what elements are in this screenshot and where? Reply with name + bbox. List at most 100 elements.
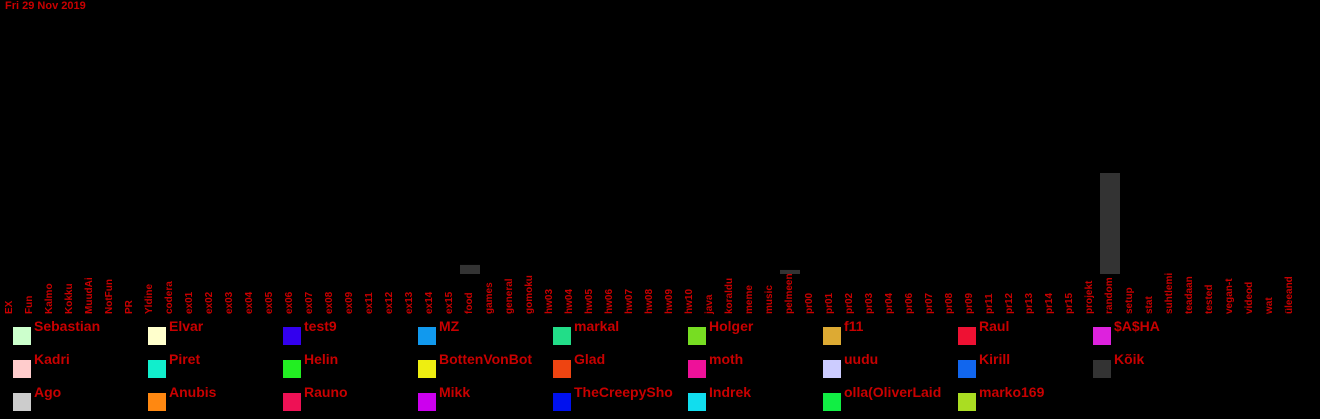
legend-swatch (283, 327, 301, 345)
x-tick-label: suhtlemi (1164, 273, 1175, 314)
legend-swatch (148, 393, 166, 411)
x-tick-label: pr12 (1004, 292, 1015, 314)
legend-swatch (823, 393, 841, 411)
legend-item: moth (675, 351, 810, 381)
x-tick-label: wat (1264, 297, 1275, 315)
legend-item: Helin (270, 351, 405, 381)
x-tick-label: games (484, 282, 495, 314)
legend-item: Glad (540, 351, 675, 381)
x-tick-label: ex02 (204, 291, 215, 314)
bar (1100, 173, 1120, 274)
x-tick-label: Fun (24, 296, 35, 314)
x-tick-label: Yldine (144, 284, 155, 314)
x-tick-label: ex12 (384, 291, 395, 314)
legend-swatch (148, 327, 166, 345)
x-tick-label: hw05 (584, 289, 595, 314)
x-tick-label: koraldu (724, 278, 735, 314)
x-tick-label: setup (1124, 287, 1135, 314)
legend-swatch (958, 327, 976, 345)
legend-item: Kadri (0, 351, 135, 381)
legend-swatch (418, 327, 436, 345)
legend-item: marko169 (945, 384, 1080, 414)
legend-swatch (553, 360, 571, 378)
legend-label: $A$HA (1114, 318, 1160, 334)
x-tick-label: ex06 (284, 291, 295, 314)
legend-item: Kõik (1080, 351, 1215, 381)
legend-swatch (1093, 327, 1111, 345)
x-tick-label: PR (124, 299, 135, 314)
x-tick-label: pr01 (824, 292, 835, 314)
legend-swatch (553, 327, 571, 345)
legend-item: Piret (135, 351, 270, 381)
legend-item: Ago (0, 384, 135, 414)
legend-label: Anubis (169, 384, 217, 400)
x-tick-label: hw10 (684, 289, 695, 314)
legend-label: Raul (979, 318, 1010, 334)
x-tick-label: teadaan (1184, 276, 1195, 314)
x-tick-label: hw06 (604, 289, 615, 314)
legend-item: Kirill (945, 351, 1080, 381)
x-tick-label: ex09 (344, 291, 355, 314)
x-tick-label: pr07 (924, 292, 935, 314)
legend-label: Rauno (304, 384, 348, 400)
x-tick-label: hw03 (544, 289, 555, 314)
legend-swatch (958, 393, 976, 411)
bar-chart: EX Fun Kalmo Kokku MuudAi NotFun PR Yldine coder… (4, 173, 1295, 315)
x-tick-label: meme (744, 285, 755, 314)
legend-label: Piret (169, 351, 201, 367)
legend-swatch (148, 360, 166, 378)
x-tick-label: ex13 (404, 291, 415, 314)
x-tick-label: pelmeen (784, 273, 795, 314)
legend-item: test9 (270, 318, 405, 348)
legend-item: olla(OliverLaid (810, 384, 945, 414)
legend-label: Kõik (1114, 351, 1145, 367)
x-tick-label: codera (164, 281, 175, 314)
legend-label: TheCreepySho (574, 384, 673, 400)
x-tick-label: tested (1204, 285, 1215, 314)
x-tick-label: MuudAi (84, 277, 95, 314)
bar (780, 269, 800, 274)
x-tick-label: ex08 (324, 291, 335, 314)
x-tick-label: vegan-t (1224, 278, 1235, 314)
x-tick-label: ex01 (184, 291, 195, 314)
x-tick-label: food (464, 292, 475, 314)
legend-item: Raul (945, 318, 1080, 348)
legend-label: uudu (844, 351, 879, 367)
legend-item: markal (540, 318, 675, 348)
legend-item: Mikk (405, 384, 540, 414)
legend-item: uudu (810, 351, 945, 381)
legend-swatch (13, 360, 31, 378)
x-tick-label: projekt (1084, 280, 1095, 314)
legend-label: MZ (439, 318, 460, 334)
legend-label: f11 (844, 318, 864, 334)
x-tick-label: ex04 (244, 291, 255, 314)
legend-label: markal (574, 318, 620, 334)
legend-item: f11 (810, 318, 945, 348)
x-tick-label: pr11 (984, 293, 995, 314)
legend-label: Mikk (439, 384, 471, 400)
legend-swatch (418, 393, 436, 411)
legend-label: Indrek (709, 384, 752, 400)
legend-item: Rauno (270, 384, 405, 414)
legend-label: Elvar (169, 318, 204, 334)
x-tick-label: music (764, 285, 775, 314)
legend-swatch (823, 360, 841, 378)
x-tick-label: random (1104, 277, 1115, 314)
x-tick-label: pr09 (964, 292, 975, 314)
x-tick-label: hw04 (564, 289, 575, 314)
x-tick-label: ex05 (264, 291, 275, 314)
legend-label: olla(OliverLaid (844, 384, 942, 400)
legend-swatch (958, 360, 976, 378)
legend-label: Sebastian (34, 318, 101, 334)
legend-label: marko169 (979, 384, 1045, 400)
x-tick-label: pr13 (1024, 292, 1035, 314)
legend-label: Kirill (979, 351, 1011, 367)
x-tick-label: pr03 (864, 292, 875, 314)
x-tick-label: java (704, 294, 715, 315)
legend-item: $A$HA (1080, 318, 1215, 348)
legend-item: BottenVonBot (405, 351, 540, 381)
legend-swatch (418, 360, 436, 378)
legend-swatch (13, 393, 31, 411)
legend-label: BottenVonBot (439, 351, 533, 367)
